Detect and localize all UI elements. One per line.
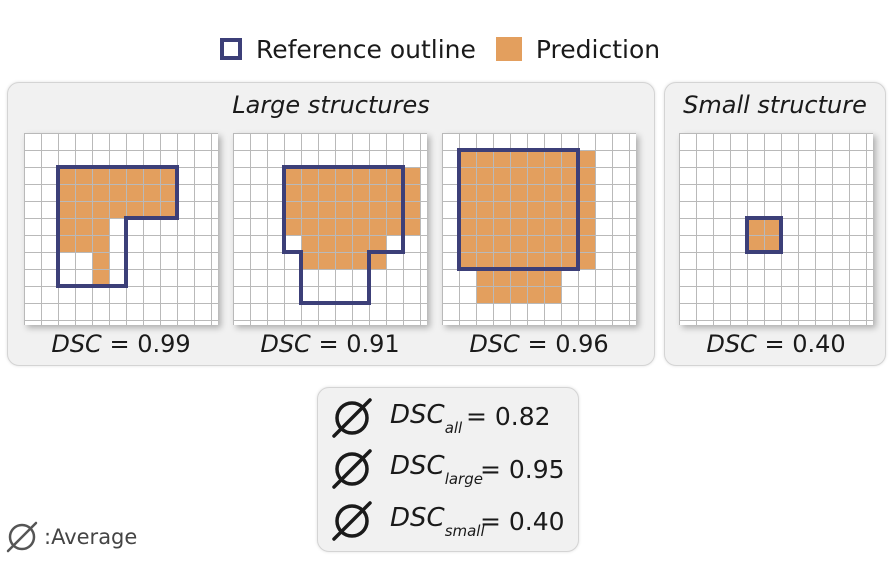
reference-outline	[282, 165, 405, 305]
dsc-label-1: DSC = 0.99	[24, 330, 218, 358]
legend-prediction-label: Prediction	[535, 34, 661, 64]
dsc-value: 0.96	[555, 330, 609, 358]
example-grid-1	[24, 133, 218, 325]
example-grid-4	[679, 133, 873, 325]
example-grid-2	[233, 133, 427, 325]
average-symbol-icon	[332, 501, 372, 541]
dsc-equals: =	[527, 330, 548, 358]
average-note: :Average	[4, 520, 137, 554]
dsc-label-2: DSC = 0.91	[233, 330, 427, 358]
dsc-value: 0.99	[137, 330, 191, 358]
average-row-all: DSCall	[328, 396, 462, 440]
average-row-small: DSCsmall	[328, 499, 485, 543]
average-label: DSCsmall	[390, 502, 485, 540]
dsc-value: 0.40	[792, 330, 846, 358]
dsc-equals: =	[764, 330, 785, 358]
average-symbol-icon	[332, 449, 372, 489]
small-structure-title: Small structure	[683, 91, 867, 119]
dsc-label-4: DSC = 0.40	[679, 330, 873, 358]
prediction-region	[301, 218, 386, 269]
average-symbol-icon	[6, 521, 38, 553]
average-value-small: = 0.40	[480, 507, 565, 536]
reference-outline	[56, 165, 179, 288]
dsc-label-3: DSC = 0.96	[442, 330, 636, 358]
dsc-equals: =	[109, 330, 130, 358]
average-note-text: :Average	[44, 525, 138, 549]
averages-box: DSCall = 0.82 DSClarge = 0.95 DSCsmall =…	[317, 387, 579, 552]
dsc-metric: DSC	[51, 330, 102, 358]
dsc-metric: DSC	[706, 330, 757, 358]
dsc-metric: DSC	[260, 330, 311, 358]
example-grid-3	[442, 133, 636, 325]
large-structures-title: Large structures	[232, 91, 430, 119]
average-label: DSClarge	[390, 450, 483, 488]
average-symbol-icon	[332, 398, 372, 438]
grid-background	[24, 133, 218, 325]
average-value-all: = 0.82	[466, 402, 551, 431]
prediction-swatch	[495, 37, 522, 61]
legend: Reference outline Prediction	[220, 32, 680, 66]
dsc-equals: =	[318, 330, 339, 358]
average-label: DSCall	[390, 399, 463, 437]
reference-outline	[745, 216, 783, 254]
reference-outline-swatch	[220, 38, 242, 60]
legend-reference-label: Reference outline	[256, 34, 476, 64]
average-row-large: DSClarge	[328, 447, 483, 491]
dsc-value: 0.91	[346, 330, 400, 358]
average-value-large: = 0.95	[480, 455, 565, 484]
reference-outline	[457, 148, 580, 271]
dsc-metric: DSC	[469, 330, 520, 358]
